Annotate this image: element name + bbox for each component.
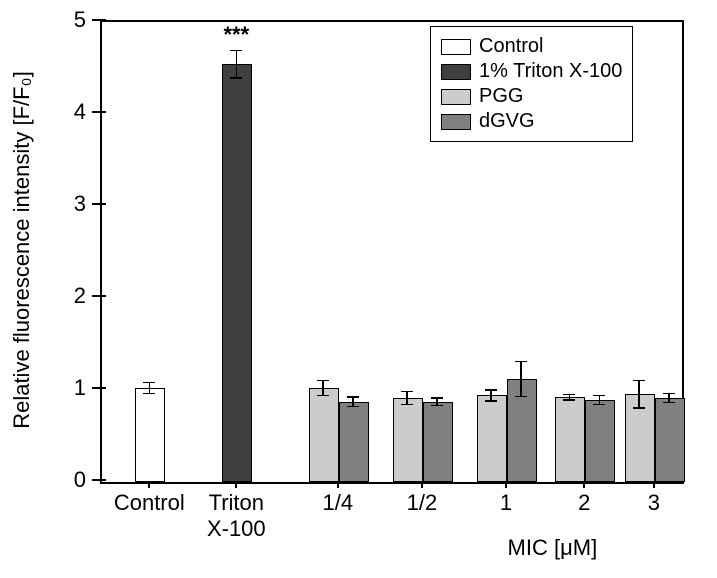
- y-tick-inner: [100, 295, 106, 297]
- error-bar-cap: [317, 380, 329, 382]
- error-bar-cap: [401, 391, 413, 393]
- legend-item: dGVG: [441, 110, 622, 133]
- y-tick-label: 5: [56, 7, 86, 33]
- error-bar: [406, 392, 408, 405]
- bar: [222, 64, 252, 482]
- legend-swatch: [441, 39, 471, 55]
- error-bar: [322, 381, 324, 396]
- legend-swatch: [441, 64, 471, 80]
- x-tick-label: 1/2: [407, 490, 438, 516]
- y-tick-label: 3: [56, 191, 86, 217]
- error-bar-cap: [633, 407, 645, 409]
- y-tick: [92, 295, 100, 297]
- chart-container: Relative fluorescence intensity [F/F₀] M…: [0, 0, 717, 578]
- legend-label: PGG: [479, 85, 523, 108]
- legend-item: Control: [441, 35, 622, 58]
- bar: [585, 400, 615, 482]
- legend-label: 1% Triton X-100: [479, 60, 622, 83]
- error-bar-cap: [347, 396, 359, 398]
- error-bar-cap: [593, 404, 605, 406]
- x-tick-label: 1/4: [323, 490, 354, 516]
- y-tick: [92, 387, 100, 389]
- y-tick: [92, 19, 100, 21]
- y-tick: [92, 479, 100, 481]
- error-bar-cap: [230, 77, 242, 79]
- x-axis-label: MIC [μM]: [508, 535, 598, 561]
- y-tick-inner: [100, 111, 106, 113]
- y-tick-inner: [100, 387, 106, 389]
- error-bar-cap: [347, 406, 359, 408]
- error-bar-cap: [431, 405, 443, 407]
- y-tick-label: 2: [56, 283, 86, 309]
- legend-swatch: [441, 89, 471, 105]
- error-bar-cap: [143, 393, 155, 395]
- bar: [423, 402, 453, 482]
- x-tick-label: 2: [578, 490, 590, 516]
- x-tick-label: 3: [648, 490, 660, 516]
- bar: [477, 395, 507, 482]
- legend-item: PGG: [441, 85, 622, 108]
- y-tick-inner: [100, 479, 106, 481]
- error-bar-cap: [633, 380, 645, 382]
- error-bar-cap: [485, 400, 497, 402]
- error-bar-cap: [663, 402, 675, 404]
- y-tick-inner: [100, 203, 106, 205]
- bar: [339, 402, 369, 482]
- legend-swatch: [441, 114, 471, 130]
- y-axis-label: Relative fluorescence intensity [F/F₀]: [9, 71, 35, 429]
- error-bar-cap: [563, 399, 575, 401]
- error-bar-cap: [431, 397, 443, 399]
- bar: [135, 388, 165, 482]
- error-bar-cap: [485, 389, 497, 391]
- error-bar-cap: [593, 395, 605, 397]
- y-tick: [92, 203, 100, 205]
- error-bar-cap: [663, 393, 675, 395]
- legend: Control1% Triton X-100PGGdGVG: [430, 26, 633, 142]
- bar: [555, 397, 585, 482]
- significance-label: ***: [223, 22, 249, 48]
- x-tick-label: Control: [114, 490, 185, 516]
- error-bar: [638, 381, 640, 409]
- x-tick-label: TritonX-100: [207, 490, 266, 542]
- y-tick: [92, 111, 100, 113]
- legend-item: 1% Triton X-100: [441, 60, 622, 83]
- bar: [655, 398, 685, 482]
- bar: [309, 388, 339, 482]
- y-tick-inner: [100, 19, 106, 21]
- error-bar-cap: [515, 361, 527, 363]
- legend-label: Control: [479, 35, 543, 58]
- error-bar-cap: [230, 50, 242, 52]
- error-bar-cap: [317, 395, 329, 397]
- error-bar-cap: [143, 382, 155, 384]
- error-bar-cap: [515, 396, 527, 398]
- bar: [507, 379, 537, 482]
- x-tick-label: 1: [500, 490, 512, 516]
- y-tick-label: 4: [56, 99, 86, 125]
- error-bar-cap: [563, 394, 575, 396]
- error-bar: [520, 361, 522, 396]
- error-bar: [236, 50, 238, 78]
- bar: [393, 398, 423, 482]
- y-tick-label: 0: [56, 467, 86, 493]
- error-bar-cap: [401, 404, 413, 406]
- y-tick-label: 1: [56, 375, 86, 401]
- legend-label: dGVG: [479, 110, 535, 133]
